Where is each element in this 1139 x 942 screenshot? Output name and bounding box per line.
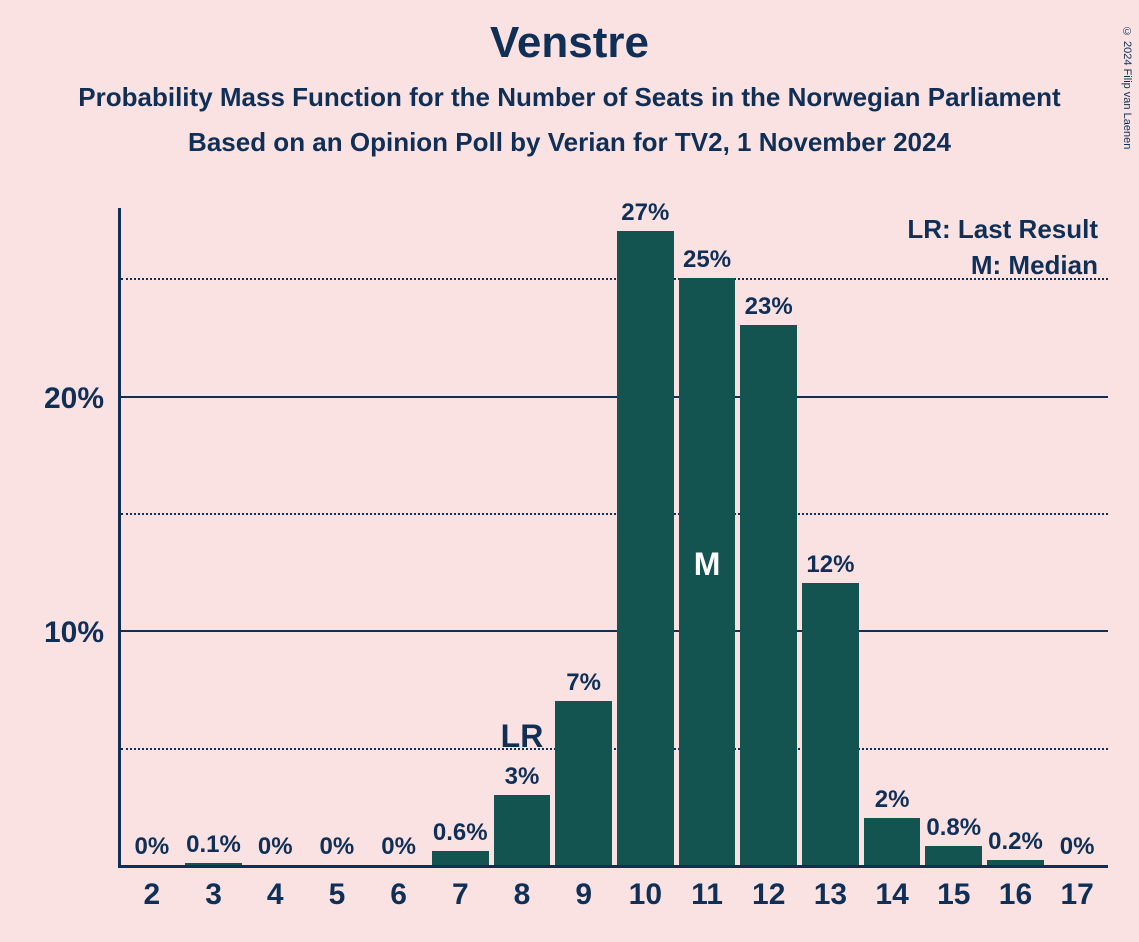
- bar-value-label: 0%: [1060, 833, 1095, 861]
- y-tick-label: 10%: [44, 616, 104, 650]
- bar: [494, 795, 551, 865]
- x-tick-label: 4: [267, 878, 284, 912]
- gridline-minor: [121, 278, 1108, 280]
- gridline-major: [121, 396, 1108, 398]
- chart-subtitle-2: Based on an Opinion Poll by Verian for T…: [0, 127, 1139, 158]
- bar: [617, 231, 674, 865]
- y-tick-label: 20%: [44, 382, 104, 416]
- bar: [802, 583, 859, 865]
- chart-plot-area: 10%20%LR: Last ResultM: Median0%20.1%30%…: [118, 208, 1108, 868]
- copyright-text: © 2024 Filip van Laenen: [1121, 26, 1133, 149]
- bar-value-label: 0.1%: [186, 831, 241, 859]
- gridline-minor: [121, 513, 1108, 515]
- y-axis: [118, 208, 121, 868]
- bar-value-label: 2%: [875, 786, 910, 814]
- bar: [987, 860, 1044, 865]
- gridline-major: [121, 630, 1108, 632]
- bar: M: [679, 278, 736, 865]
- x-tick-label: 9: [575, 878, 592, 912]
- bar: [864, 818, 921, 865]
- bar: [925, 846, 982, 865]
- x-tick-label: 11: [691, 878, 723, 912]
- bar-value-label: 27%: [621, 199, 669, 227]
- x-tick-label: 5: [329, 878, 346, 912]
- x-tick-label: 3: [205, 878, 222, 912]
- x-tick-label: 15: [937, 878, 970, 912]
- bar: [740, 325, 797, 865]
- chart-title: Venstre: [0, 18, 1139, 68]
- bar: [432, 851, 489, 865]
- chart-subtitle-1: Probability Mass Function for the Number…: [0, 82, 1139, 113]
- gridline-minor: [121, 748, 1108, 750]
- bar-value-label: 25%: [683, 246, 731, 274]
- bar-value-label: 7%: [566, 669, 601, 697]
- x-tick-label: 7: [452, 878, 469, 912]
- x-tick-label: 14: [875, 878, 908, 912]
- x-tick-label: 16: [999, 878, 1032, 912]
- bar-value-label: 23%: [745, 293, 793, 321]
- x-tick-label: 17: [1060, 878, 1093, 912]
- median-marker: M: [694, 546, 721, 583]
- lr-annotation: LR: [501, 718, 544, 755]
- x-tick-label: 2: [144, 878, 161, 912]
- x-tick-label: 6: [390, 878, 407, 912]
- bar-value-label: 3%: [505, 763, 540, 791]
- legend-lr: LR: Last Result: [907, 214, 1098, 245]
- x-tick-label: 12: [752, 878, 785, 912]
- bar-value-label: 0.2%: [988, 828, 1043, 856]
- x-tick-label: 8: [514, 878, 531, 912]
- bar-value-label: 0%: [134, 833, 169, 861]
- bar-value-label: 0%: [258, 833, 293, 861]
- bar: [185, 863, 242, 865]
- legend-m: M: Median: [971, 250, 1098, 281]
- bar-value-label: 0.8%: [926, 814, 981, 842]
- bar-value-label: 12%: [806, 551, 854, 579]
- bar: [555, 701, 612, 865]
- x-tick-label: 10: [629, 878, 662, 912]
- bar-value-label: 0.6%: [433, 819, 488, 847]
- bar-value-label: 0%: [320, 833, 355, 861]
- x-axis: [118, 865, 1108, 868]
- bar-value-label: 0%: [381, 833, 416, 861]
- x-tick-label: 13: [814, 878, 847, 912]
